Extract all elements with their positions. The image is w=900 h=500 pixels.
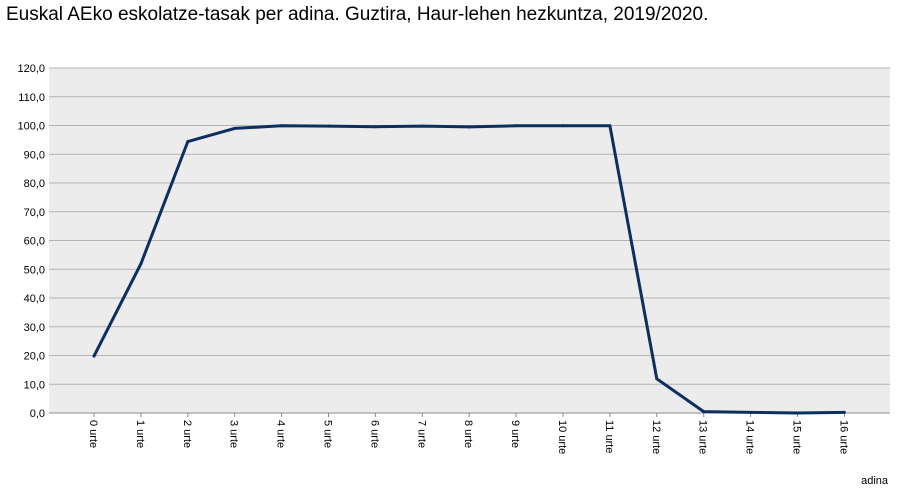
data-point	[92, 354, 96, 358]
chart-title: Euskal AEko eskolatze-tasak per adina. G…	[6, 4, 709, 25]
x-tick-label: 2 urte	[181, 420, 193, 448]
x-axis-ticks: 0 urte 1 urte 2 urte 3 urte 4 urte 5 urte 6 ur…	[87, 413, 849, 454]
data-point	[467, 125, 471, 129]
y-tick-label: 10,0	[24, 379, 45, 391]
y-tick-label: 60,0	[24, 236, 45, 248]
data-point	[608, 124, 612, 128]
data-point	[796, 411, 799, 415]
x-tick-label: 16 urte	[837, 420, 849, 454]
x-tick-label: 7 urte	[415, 420, 427, 448]
y-tick-label: 0,0	[30, 408, 45, 420]
y-tick-label: 40,0	[24, 293, 45, 305]
x-tick-label: 6 urte	[368, 420, 380, 448]
x-tick-label: 15 urte	[791, 420, 803, 454]
data-point	[233, 126, 237, 130]
y-tick-label: 70,0	[24, 207, 45, 219]
series-layer	[92, 124, 846, 415]
y-tick-label: 20,0	[24, 351, 45, 363]
data-point	[514, 124, 518, 128]
y-axis-ticks: 0,0 10,0 20,0 30,0 40,0 50,0 60,0 70,0 80,0 90,0 1…	[17, 63, 45, 420]
y-tick-label: 80,0	[24, 178, 45, 190]
x-axis-title: adina	[861, 475, 889, 487]
data-point	[702, 410, 706, 414]
x-tick-label: 8 urte	[462, 420, 474, 448]
x-tick-label: 13 urte	[697, 420, 709, 454]
data-point	[280, 124, 284, 128]
x-tick-label: 12 urte	[650, 420, 662, 454]
x-tick-label: 3 urte	[228, 420, 240, 448]
x-tick-label: 1 urte	[134, 420, 146, 448]
data-point	[749, 410, 753, 414]
x-tick-label: 11 urte	[603, 420, 615, 453]
x-tick-label: 10 urte	[556, 420, 568, 454]
data-point	[420, 124, 424, 128]
y-tick-label: 50,0	[24, 264, 45, 276]
x-tick-label: 4 urte	[275, 420, 287, 448]
data-point	[327, 124, 330, 128]
x-tick-label: 0 urte	[87, 420, 99, 448]
y-tick-label: 90,0	[24, 149, 45, 161]
x-tick-label: 14 urte	[744, 420, 756, 454]
x-tick-label: 9 urte	[509, 420, 521, 448]
y-tick-label: 120,0	[17, 63, 45, 75]
y-tick-label: 30,0	[24, 322, 45, 334]
data-point	[139, 262, 143, 266]
data-point	[373, 125, 377, 129]
x-tick-label: 5 urte	[322, 420, 334, 448]
data-point	[842, 410, 846, 414]
data-point	[655, 377, 659, 381]
data-point	[186, 140, 190, 144]
y-tick-label: 110,0	[18, 92, 45, 104]
data-point	[561, 124, 565, 128]
y-tick-label: 100,0	[17, 121, 45, 133]
